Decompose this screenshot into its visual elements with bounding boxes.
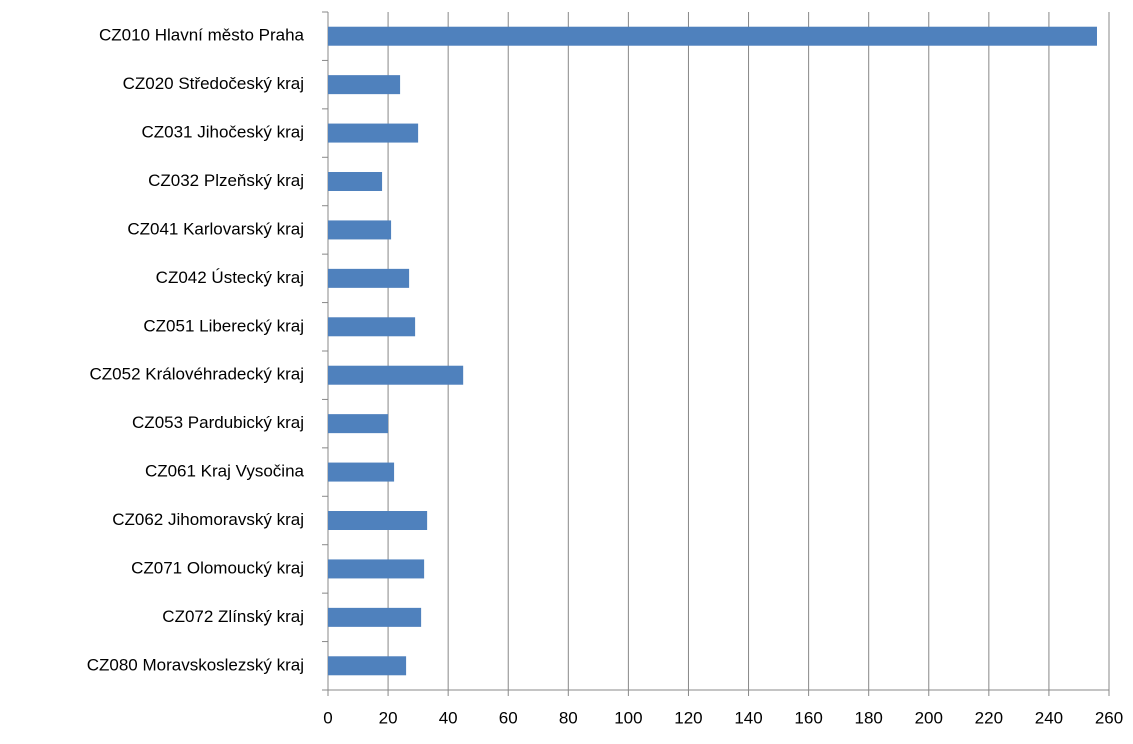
y-tick-label: CZ062 Jihomoravský kraj (112, 510, 304, 529)
bar (328, 511, 428, 530)
bar (328, 75, 401, 95)
x-tick-label: 20 (379, 708, 398, 727)
x-tick-label: 160 (794, 708, 822, 727)
y-tick-label: CZ051 Liberecký kraj (143, 316, 304, 335)
bar (328, 220, 392, 240)
x-tick-label: 100 (614, 708, 642, 727)
x-tick-label: 220 (975, 708, 1003, 727)
x-tick-label: 200 (915, 708, 943, 727)
bar (328, 607, 422, 627)
x-tick-label: 0 (323, 708, 332, 727)
bar (328, 656, 407, 676)
bar (328, 559, 425, 579)
bar (328, 365, 464, 385)
y-tick-label: CZ080 Moravskoslezský kraj (87, 655, 304, 674)
y-tick-label: CZ052 Královéhradecký kraj (90, 365, 304, 384)
y-tick-label: CZ071 Olomoucký kraj (131, 558, 304, 577)
bar (328, 26, 1097, 46)
x-tick-label: 60 (499, 708, 518, 727)
bar (328, 268, 410, 288)
x-tick-label: 260 (1095, 708, 1123, 727)
bar (328, 317, 416, 337)
y-tick-label: CZ061 Kraj Vysočina (145, 462, 305, 481)
x-tick-label: 40 (439, 708, 458, 727)
y-tick-label: CZ042 Ústecký kraj (156, 268, 304, 287)
x-tick-label: 80 (559, 708, 578, 727)
bar (328, 123, 419, 143)
y-tick-label: CZ020 Středočeský kraj (123, 74, 304, 93)
y-tick-label: CZ010 Hlavní město Praha (99, 26, 305, 45)
bar (328, 462, 395, 482)
y-tick-label: CZ072 Zlínský kraj (162, 607, 304, 626)
y-tick-label: CZ053 Pardubický kraj (132, 413, 304, 432)
y-tick-label: CZ031 Jihočeský kraj (141, 123, 304, 142)
y-tick-label: CZ041 Karlovarský kraj (127, 219, 304, 238)
y-tick-label: CZ032 Plzeňský kraj (148, 171, 304, 190)
bar (328, 414, 389, 434)
bar (328, 172, 383, 191)
x-tick-label: 140 (734, 708, 762, 727)
x-tick-label: 180 (855, 708, 883, 727)
x-tick-label: 120 (674, 708, 702, 727)
x-tick-label: 240 (1035, 708, 1063, 727)
